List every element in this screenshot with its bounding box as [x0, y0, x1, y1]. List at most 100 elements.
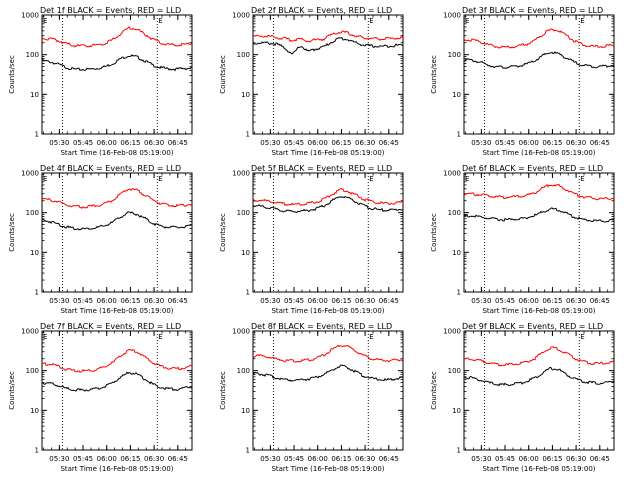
lld-series-line [252, 30, 404, 43]
y-tick-label: 1000 [232, 170, 250, 178]
events-series-line [41, 54, 193, 72]
y-tick-label: 1 [457, 447, 461, 455]
plot-frame [41, 14, 193, 135]
y-axis-label: Counts/sec [219, 371, 227, 410]
lld-series-line [41, 25, 193, 48]
y-tick-label: 1000 [21, 328, 39, 336]
x-axis-label: Start Time (16-Feb-08 05:19:00) [271, 149, 384, 157]
events-series-line [463, 366, 615, 387]
x-tick-label: 06:30 [566, 297, 586, 305]
plot-frame [463, 330, 615, 451]
panel-det-7: Det 7f BLACK = Events, RED = LLD 1 10 100 10… [8, 322, 193, 473]
y-tick-label: 100 [448, 51, 461, 59]
y-tick-label: 1 [457, 289, 461, 297]
x-tick-label: 06:15 [331, 139, 351, 147]
y-axis-label: Counts/sec [8, 55, 16, 94]
x-axis-label: Start Time (16-Feb-08 05:19:00) [271, 307, 384, 315]
x-tick-label: 06:45 [590, 297, 610, 305]
x-tick-label: 06:00 [97, 139, 117, 147]
y-tick-label: 10 [241, 407, 250, 415]
x-tick-label: 06:45 [590, 455, 610, 463]
x-tick-label: 06:30 [144, 297, 164, 305]
y-tick-label: 1000 [21, 170, 39, 178]
x-axis-label: Start Time (16-Feb-08 05:19:00) [482, 149, 595, 157]
x-tick-label: 06:00 [519, 297, 539, 305]
lld-series-line [41, 188, 193, 209]
x-tick-label: 05:30 [471, 139, 491, 147]
y-axis-label: Counts/sec [8, 213, 16, 252]
x-tick-label: 05:45 [495, 455, 515, 463]
panel-title: Det 1f BLACK = Events, RED = LLD [40, 6, 181, 15]
panel-det-3: Det 3f BLACK = Events, RED = LLD 1 10 100 10… [430, 6, 615, 157]
panel-det-6: Det 6f BLACK = Events, RED = LLD 1 10 100 10… [430, 164, 615, 315]
x-tick-label: 05:45 [284, 455, 304, 463]
x-tick-label: 05:45 [73, 455, 93, 463]
y-tick-label: 1 [35, 447, 39, 455]
lld-series-line [463, 183, 615, 201]
x-axis-label: Start Time (16-Feb-08 05:19:00) [60, 149, 173, 157]
x-axis-label: Start Time (16-Feb-08 05:19:00) [60, 307, 173, 315]
marker-label: E [580, 175, 584, 183]
y-tick-label: 1 [35, 289, 39, 297]
x-tick-label: 06:00 [519, 455, 539, 463]
events-series-line [463, 207, 615, 223]
x-tick-label: 06:45 [168, 455, 188, 463]
plot-frame [252, 14, 404, 135]
x-tick-label: 06:30 [566, 455, 586, 463]
x-tick-label: 05:45 [495, 139, 515, 147]
x-tick-label: 06:45 [379, 455, 399, 463]
x-tick-label: 06:45 [168, 139, 188, 147]
y-tick-label: 100 [448, 209, 461, 217]
marker-label: E [369, 333, 373, 341]
events-series-line [252, 37, 404, 55]
x-tick-label: 05:30 [260, 139, 280, 147]
y-axis-label: Counts/sec [219, 55, 227, 94]
corner-label: E [43, 333, 47, 341]
panel-det-1: Det 1f BLACK = Events, RED = LLD 1 10 100 10… [8, 6, 193, 157]
y-tick-label: 1000 [232, 328, 250, 336]
y-tick-label: 100 [448, 367, 461, 375]
y-tick-label: 10 [30, 249, 39, 257]
panel-title: Det 5f BLACK = Events, RED = LLD [251, 164, 392, 173]
x-tick-label: 05:45 [495, 297, 515, 305]
x-tick-label: 05:30 [471, 297, 491, 305]
plot-frame [252, 172, 404, 293]
x-tick-label: 06:00 [308, 297, 328, 305]
x-axis-label: Start Time (16-Feb-08 05:19:00) [482, 465, 595, 473]
x-tick-label: 05:45 [284, 139, 304, 147]
x-tick-label: 06:30 [144, 455, 164, 463]
y-axis-label: Counts/sec [8, 371, 16, 410]
x-tick-label: 06:30 [355, 297, 375, 305]
x-tick-label: 06:45 [168, 297, 188, 305]
marker-label: E [158, 175, 162, 183]
panel-det-4: Det 4f BLACK = Events, RED = LLD 1 10 100 10… [8, 164, 193, 315]
y-tick-label: 1 [457, 131, 461, 139]
plot-frame [463, 14, 615, 135]
x-axis-label: Start Time (16-Feb-08 05:19:00) [482, 307, 595, 315]
panel-det-5: Det 5f BLACK = Events, RED = LLD 1 10 100 10… [219, 164, 404, 315]
plot-frame [41, 172, 193, 293]
y-tick-label: 10 [452, 407, 461, 415]
x-tick-label: 05:30 [260, 297, 280, 305]
y-tick-label: 1 [35, 131, 39, 139]
x-tick-label: 05:45 [73, 139, 93, 147]
y-tick-label: 10 [452, 91, 461, 99]
panel-title: Det 6f BLACK = Events, RED = LLD [462, 164, 603, 173]
plot-frame [41, 330, 193, 451]
x-tick-label: 05:45 [284, 297, 304, 305]
x-tick-label: 06:15 [120, 297, 140, 305]
y-axis-label: Counts/sec [219, 213, 227, 252]
marker-label: E [369, 175, 373, 183]
x-tick-label: 06:30 [355, 455, 375, 463]
marker-label: E [158, 17, 162, 25]
y-tick-label: 100 [237, 367, 250, 375]
events-series-line [41, 371, 193, 392]
x-tick-label: 06:15 [542, 455, 562, 463]
x-tick-label: 06:00 [97, 455, 117, 463]
x-tick-label: 06:15 [120, 139, 140, 147]
panel-title: Det 9f BLACK = Events, RED = LLD [462, 322, 603, 331]
panel-det-9: Det 9f BLACK = Events, RED = LLD 1 10 100 10… [430, 322, 615, 473]
x-tick-label: 06:00 [519, 139, 539, 147]
plot-frame [252, 330, 404, 451]
